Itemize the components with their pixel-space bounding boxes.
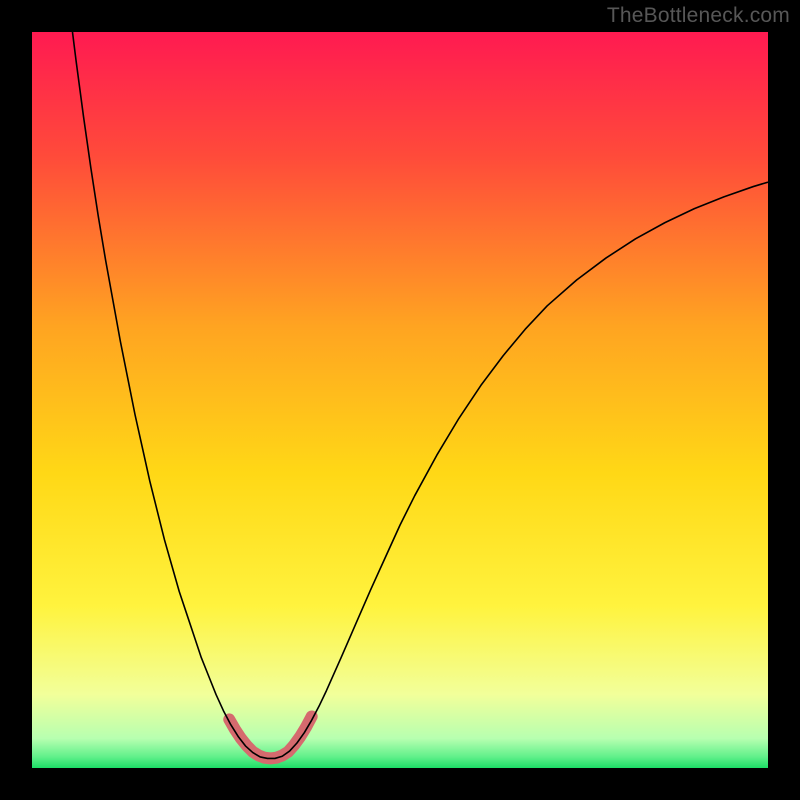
plot-area: [32, 32, 768, 768]
figure-root: { "watermark": "TheBottleneck.com", "can…: [0, 0, 800, 800]
bottleneck-curve: [72, 32, 768, 758]
watermark-label: TheBottleneck.com: [607, 4, 790, 28]
curve-layer: [32, 32, 768, 768]
bottleneck-highlight: [229, 716, 311, 758]
